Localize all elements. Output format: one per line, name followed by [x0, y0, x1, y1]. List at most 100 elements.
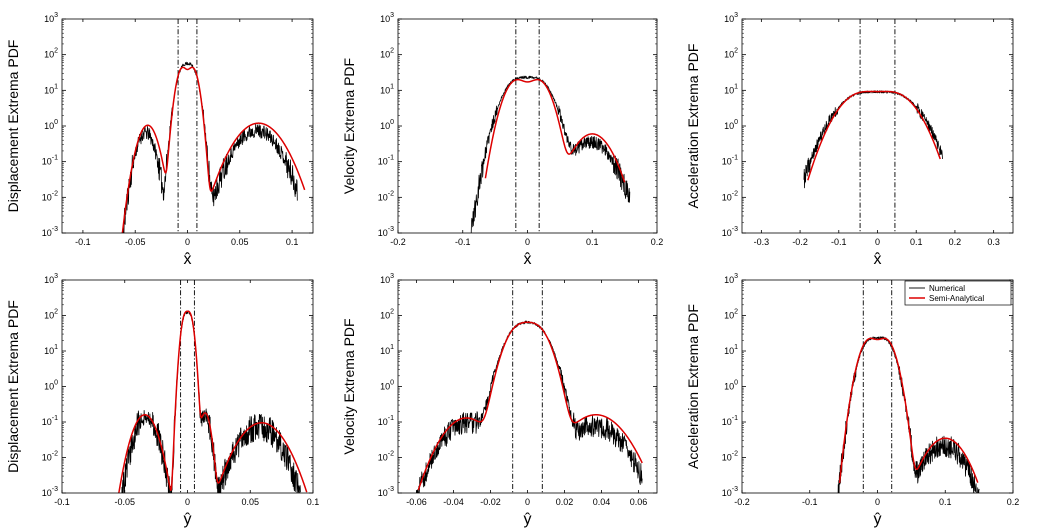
y-tick-label: 10-3 — [722, 226, 738, 238]
axes-box — [741, 279, 1014, 494]
x-axis-label: x̂ — [184, 251, 192, 268]
y-axis-label: Acceleration Extrema PDF — [685, 304, 701, 469]
numerical-series-line — [121, 61, 298, 233]
x-tick-label: -0.1 — [802, 497, 818, 507]
y-axis-label: Velocity Extrema PDF — [341, 58, 357, 194]
y-tick-label: 10-3 — [722, 486, 738, 498]
y-tick-label: 100 — [380, 119, 394, 131]
axes-box — [397, 18, 658, 234]
y-tick-label: 10-2 — [378, 451, 394, 463]
y-tick-label: 10-1 — [378, 155, 394, 167]
x-tick-label: -0.1 — [75, 237, 91, 247]
plot-area — [837, 280, 980, 493]
numerical-series-line — [837, 336, 980, 493]
x-tick-label: 0 — [185, 237, 190, 247]
plot-area — [118, 280, 308, 493]
x-tick-label: 0.06 — [630, 497, 648, 507]
y-tick-label: 100 — [724, 119, 738, 131]
y-tick-label: 102 — [724, 48, 738, 60]
legend-label: Semi-Analytical — [929, 294, 984, 303]
semi-analytical-series-line — [484, 78, 626, 183]
y-tick-label: 101 — [44, 344, 58, 356]
x-tick-label: -0.06 — [406, 497, 427, 507]
x-tick-label: -0.1 — [831, 237, 847, 247]
numerical-series-line — [416, 320, 643, 493]
x-tick-label: -0.1 — [54, 497, 70, 507]
semi-analytical-series-line — [807, 90, 941, 181]
x-tick-label: -0.05 — [114, 497, 135, 507]
x-axis-label: ŷ — [524, 511, 532, 528]
y-tick-label: 102 — [724, 309, 738, 321]
y-tick-label: 10-1 — [722, 415, 738, 427]
y-tick-label: 10-2 — [42, 190, 58, 202]
numerical-series-line — [803, 90, 943, 189]
numerical-series-line — [121, 310, 301, 493]
y-tick-label: 101 — [724, 83, 738, 95]
y-tick-label: 103 — [44, 273, 58, 285]
y-tick-label: 103 — [44, 12, 58, 24]
x-tick-label: 0.04 — [593, 497, 611, 507]
x-tick-label: 0.05 — [231, 237, 249, 247]
chart-panel-4: -0.1 -0.05 0 0.05 0.1 10-3 10-2 10-1 100 101 102 10… — [5, 273, 319, 528]
x-axis-label: x̂ — [874, 251, 882, 268]
y-tick-label: 10-1 — [722, 155, 738, 167]
y-tick-label: 101 — [44, 83, 58, 95]
x-tick-label: 0.02 — [556, 497, 574, 507]
x-tick-label: -0.02 — [480, 497, 501, 507]
x-tick-label: -0.1 — [455, 237, 471, 247]
y-tick-label: 10-3 — [378, 226, 394, 238]
x-tick-label: 0.3 — [987, 237, 1000, 247]
y-tick-label: 10-2 — [42, 451, 58, 463]
numerical-series-line — [470, 75, 631, 233]
x-tick-label: -0.05 — [125, 237, 146, 247]
y-axis-label: Displacement Extrema PDF — [5, 300, 21, 473]
x-tick-label: 0.1 — [939, 497, 952, 507]
y-tick-label: 102 — [380, 48, 394, 60]
x-tick-label: 0.1 — [286, 237, 299, 247]
y-tick-label: 10-1 — [378, 415, 394, 427]
semi-analytical-series-line — [417, 321, 643, 491]
x-tick-label: -0.2 — [734, 497, 750, 507]
y-axis-label: Displacement Extrema PDF — [5, 40, 21, 213]
y-tick-label: 103 — [380, 12, 394, 24]
semi-analytical-series-line — [838, 337, 979, 484]
semi-analytical-series-line — [121, 66, 306, 233]
y-tick-label: 102 — [44, 48, 58, 60]
plot-area — [121, 19, 306, 233]
axes-box — [397, 279, 658, 494]
y-tick-label: 100 — [44, 380, 58, 392]
y-tick-label: 103 — [380, 273, 394, 285]
x-tick-label: 0.05 — [241, 497, 259, 507]
x-tick-label: 0.1 — [910, 237, 923, 247]
y-tick-label: 10-3 — [42, 486, 58, 498]
axes-box — [61, 18, 314, 234]
x-tick-label: -0.2 — [792, 237, 808, 247]
y-tick-label: 101 — [724, 344, 738, 356]
x-tick-label: 0 — [875, 497, 880, 507]
chart-panel-1: -0.1 -0.05 0 0.05 0.1 10-3 10-2 10-1 100 101 102 10… — [5, 12, 314, 268]
y-tick-label: 10-3 — [42, 226, 58, 238]
chart-panel-2: -0.2 -0.1 0 0.1 0.2 10-3 10-2 10-1 100 101 102 103 x… — [341, 12, 663, 268]
y-tick-label: 100 — [724, 380, 738, 392]
chart-panel-6: -0.2 -0.1 0 0.1 0.2 10-3 10-2 10-1 100 101 102 103 ŷ… — [685, 273, 1019, 528]
y-axis-label: Acceleration Extrema PDF — [685, 44, 701, 209]
x-tick-label: 0.2 — [949, 237, 962, 247]
plot-area — [803, 19, 943, 233]
y-tick-label: 100 — [380, 380, 394, 392]
x-axis-label: ŷ — [874, 511, 882, 528]
x-tick-label: 0.1 — [307, 497, 320, 507]
y-tick-label: 10-1 — [42, 415, 58, 427]
y-tick-label: 10-3 — [378, 486, 394, 498]
y-tick-label: 100 — [44, 119, 58, 131]
x-tick-label: 0 — [525, 497, 530, 507]
x-tick-label: 0.1 — [586, 237, 599, 247]
y-tick-label: 103 — [724, 273, 738, 285]
x-tick-label: 0.2 — [1007, 497, 1020, 507]
y-tick-label: 103 — [724, 12, 738, 24]
x-axis-label: x̂ — [524, 251, 532, 268]
plot-area — [416, 280, 643, 493]
axes-box — [741, 18, 1014, 234]
plot-area — [470, 19, 631, 233]
y-tick-label: 101 — [380, 83, 394, 95]
